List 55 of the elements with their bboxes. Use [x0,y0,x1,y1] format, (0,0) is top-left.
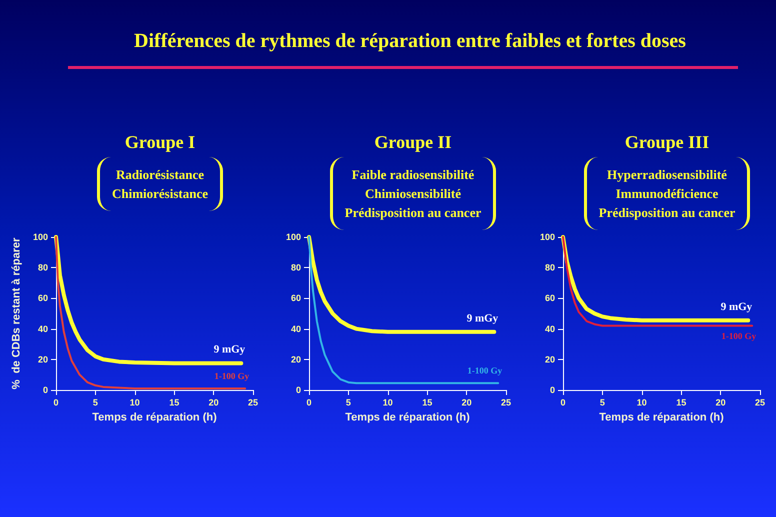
chart-title: Groupe I [124,132,196,153]
x-tick-label: 0 [53,398,59,408]
x-tick-label: 5 [346,398,351,408]
y-tick-label: 60 [544,293,555,304]
y-tick-label: 40 [38,324,48,334]
x-tick-label: 10 [636,398,647,408]
y-tick-label: 100 [32,232,48,242]
x-tick-label: 10 [382,398,393,408]
x-tick-label: 25 [754,398,766,408]
x-tick-label: 5 [92,398,98,408]
x-tick-label: 25 [248,398,258,408]
x-tick-label: 10 [130,398,140,408]
x-tick-label: 20 [208,398,219,408]
x-tick-label: 15 [676,398,686,408]
y-tick-label: 100 [540,232,555,242]
y-tick-label: 0 [42,385,48,395]
x-axis-title: Temps de réparation (h) [599,412,724,424]
y-tick-label: 60 [38,293,48,304]
x-tick-label: 20 [462,398,472,408]
x-tick-label: 5 [600,398,605,408]
y-tick-label: 20 [544,354,555,364]
x-tick-label: 0 [306,398,312,408]
y-tick-label: 80 [544,262,555,273]
series-label: 9 mGy [214,344,246,356]
x-tick-label: 20 [716,398,726,408]
y-tick-label: 80 [38,262,48,273]
series-label: 1-100 Gy [467,366,503,376]
x-axis-title: Temps de réparation (h) [345,412,470,424]
y-axis-title: % de CDBs restant à réparer [10,236,22,390]
x-tick-label: 25 [500,398,512,408]
x-axis-title: Temps de réparation (h) [92,412,218,424]
series-label: 9 mGy [466,312,499,324]
parenthesis-frame: Radiorésistance Chimiorésistance [96,157,224,211]
line-series [54,235,244,366]
x-tick-label: 0 [560,398,566,408]
series-label: 9 mGy [720,300,753,313]
chart-title: Groupe II [373,132,453,153]
parenthesis-frame: Hyperradiosensibilité Immunodéficience Prédisposition au cancer [584,157,750,230]
text: Différences de rythmes de réparation entre faibles et fortes doses [133,30,687,53]
parenthesis-frame: Faible radiosensibilité Chimiosensibilité Prédisposition au cancer [330,157,496,230]
y-tick-label: 100 [286,232,301,242]
y-tick-label: 0 [296,385,301,395]
y-tick-label: 60 [290,293,301,304]
line-series [307,235,496,334]
y-tick-label: 20 [38,354,48,364]
y-tick-label: 40 [290,324,301,334]
y-tick-label: 80 [290,262,301,273]
y-tick-label: 0 [550,385,555,395]
y-tick-label: 20 [290,354,301,364]
chart-title: Groupe III [624,132,710,153]
series-label: 1-100 Gy [721,331,757,342]
y-tick-label: 40 [544,324,555,334]
series-label: 1-100 Gy [214,370,250,381]
x-tick-label: 15 [169,398,180,408]
x-tick-label: 15 [422,398,432,408]
